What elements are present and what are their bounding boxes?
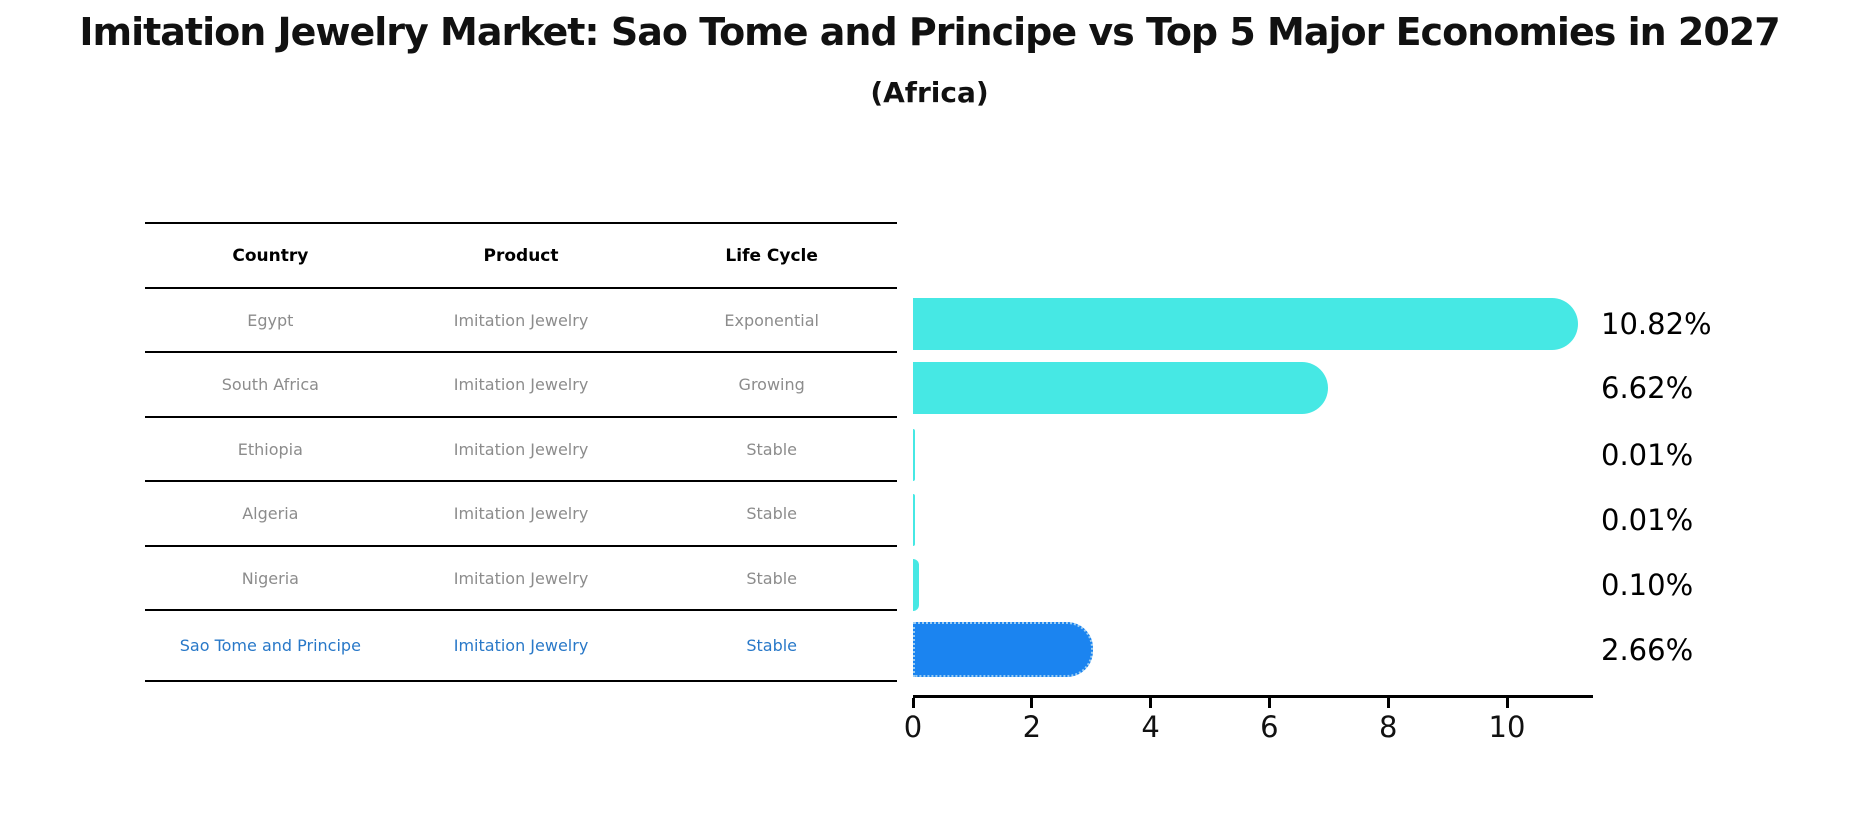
- bar-nigeria: [913, 559, 919, 611]
- x-axis-tick: [1386, 698, 1390, 708]
- x-axis-line: [913, 695, 1593, 698]
- bar-value-label: 2.66%: [1601, 633, 1694, 667]
- x-axis-tick: [911, 698, 915, 708]
- bar-value-label: 10.82%: [1601, 307, 1712, 341]
- x-axis-tick: [1505, 698, 1509, 708]
- column-header-country: Country: [232, 245, 309, 266]
- country-cell: South Africa: [221, 375, 319, 394]
- x-axis-tick-label: 2: [1022, 710, 1042, 744]
- column-header-product: Product: [483, 245, 559, 266]
- table-rule: [145, 480, 897, 482]
- life-cycle-cell: Stable: [746, 504, 798, 523]
- x-axis-tick-label: 6: [1260, 710, 1279, 744]
- life-cycle-cell: Stable: [746, 439, 798, 459]
- country-cell: Sao Tome and Principe: [179, 636, 361, 655]
- table-row-egypt: Egypt Imitation Jewelry Exponential: [145, 289, 897, 351]
- bar-egypt: [913, 298, 1578, 350]
- table-rule: [145, 222, 897, 224]
- life-cycle-cell: Stable: [746, 636, 798, 655]
- table-header-row: Country Product Life Cycle: [145, 224, 897, 287]
- x-axis-tick: [1030, 698, 1034, 708]
- bar-value-label: 0.10%: [1601, 568, 1694, 602]
- table-row-south-africa: South Africa Imitation Jewelry Growing: [145, 353, 897, 416]
- x-axis-tick-label: 10: [1488, 710, 1526, 744]
- life-cycle-cell: Exponential: [724, 310, 819, 330]
- chart-subtitle: (Africa): [870, 76, 989, 109]
- table-rule: [145, 609, 897, 611]
- bar-sao-tome-and-principe: [913, 622, 1093, 677]
- product-cell: Imitation Jewelry: [453, 636, 589, 655]
- x-axis-tick-label: 0: [903, 710, 923, 744]
- bar-value-label: 0.01%: [1601, 503, 1694, 537]
- bar-south-africa: [913, 362, 1329, 414]
- table-rule: [145, 680, 897, 682]
- table-rule: [145, 545, 897, 547]
- table-rule: [145, 416, 897, 418]
- x-axis-tick: [1149, 698, 1153, 708]
- bar-algeria: [913, 494, 915, 546]
- x-axis-tick-label: 4: [1141, 710, 1160, 744]
- product-cell: Imitation Jewelry: [453, 310, 589, 330]
- product-cell: Imitation Jewelry: [453, 375, 589, 394]
- product-cell: Imitation Jewelry: [453, 568, 589, 588]
- life-cycle-cell: Stable: [746, 568, 798, 588]
- x-axis-tick-label: 8: [1378, 710, 1398, 744]
- column-header-life-cycle: Life Cycle: [725, 245, 818, 266]
- x-axis-tick: [1267, 698, 1271, 708]
- product-cell: Imitation Jewelry: [453, 439, 589, 459]
- table-row-algeria: Algeria Imitation Jewelry Stable: [145, 482, 897, 545]
- table-rule: [145, 351, 897, 353]
- country-cell: Egypt: [247, 310, 294, 330]
- country-cell: Nigeria: [241, 568, 299, 588]
- table-rule: [145, 287, 897, 289]
- life-cycle-cell: Growing: [738, 375, 805, 394]
- table-row-sao-tome-and-principe: Sao Tome and Principe Imitation Jewelry …: [145, 611, 897, 680]
- bar-ethiopia: [913, 429, 915, 481]
- country-cell: Algeria: [242, 504, 299, 523]
- chart-title: Imitation Jewelry Market: Sao Tome and P…: [79, 10, 1780, 54]
- country-cell: Ethiopia: [237, 439, 303, 459]
- bar-value-label: 0.01%: [1601, 438, 1694, 472]
- product-cell: Imitation Jewelry: [453, 504, 589, 523]
- table-row-nigeria: Nigeria Imitation Jewelry Stable: [145, 547, 897, 609]
- bar-value-label: 6.62%: [1601, 371, 1694, 405]
- table-row-ethiopia: Ethiopia Imitation Jewelry Stable: [145, 418, 897, 480]
